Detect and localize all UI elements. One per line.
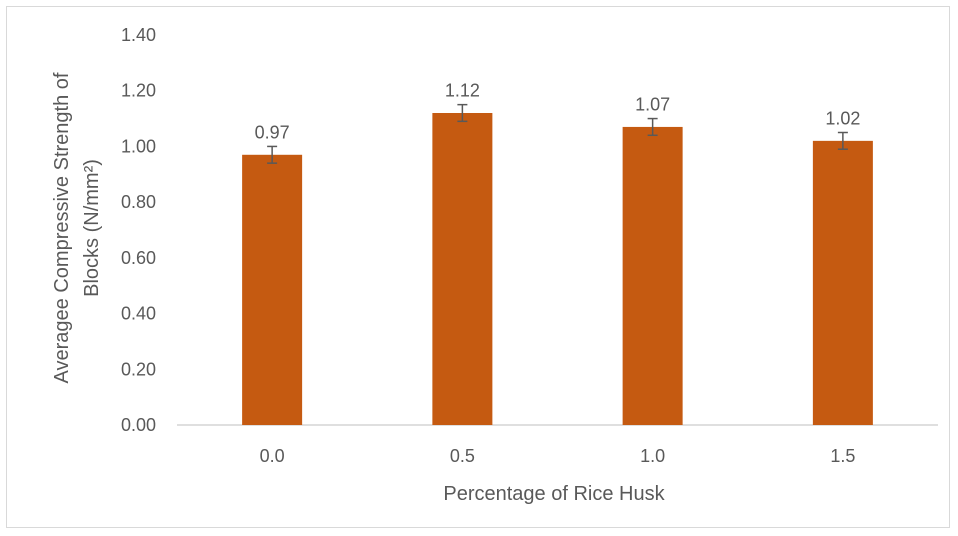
- y-axis-title-line2: Blocks (N/mm²): [81, 159, 103, 297]
- y-tick-label: 0.20: [121, 359, 156, 379]
- y-tick-label: 1.40: [121, 25, 156, 45]
- y-tick-label: 0.60: [121, 248, 156, 268]
- y-axis-title-line1: Averagee Compressive Strength of: [51, 72, 73, 383]
- y-axis-ticks: 0.00 0.20 0.40 0.60 0.80 1.00 1.20 1.40: [121, 25, 156, 435]
- error-bar: [457, 103, 468, 123]
- x-tick-label: 1.5: [830, 446, 855, 466]
- y-axis-title: Averagee Compressive Strength of Blocks …: [51, 72, 103, 383]
- bar: [242, 154, 303, 426]
- x-tick-label: 1.0: [640, 446, 665, 466]
- bars: [242, 113, 873, 426]
- error-bars: [267, 103, 848, 164]
- x-tick-label: 0.0: [260, 446, 285, 466]
- error-bar: [837, 131, 848, 150]
- data-label: 1.02: [825, 109, 860, 129]
- bar: [432, 113, 493, 425]
- x-axis-title: Percentage of Rice Husk: [443, 483, 665, 505]
- bar: [812, 140, 873, 425]
- y-tick-label: 0.00: [121, 415, 156, 435]
- error-bar: [267, 145, 278, 164]
- y-tick-label: 1.00: [121, 136, 156, 156]
- data-label: 0.97: [255, 122, 290, 142]
- error-bar: [647, 117, 658, 137]
- data-labels: 0.97 1.12 1.07 1.02: [255, 81, 861, 143]
- data-label: 1.12: [445, 81, 480, 101]
- bar: [622, 126, 683, 425]
- x-tick-label: 0.5: [450, 446, 475, 466]
- y-tick-label: 1.20: [121, 81, 156, 101]
- y-tick-label: 0.80: [121, 192, 156, 212]
- data-label: 1.07: [635, 95, 670, 115]
- x-axis-ticks: 0.0 0.5 1.0 1.5: [260, 446, 856, 466]
- y-tick-label: 0.40: [121, 304, 156, 324]
